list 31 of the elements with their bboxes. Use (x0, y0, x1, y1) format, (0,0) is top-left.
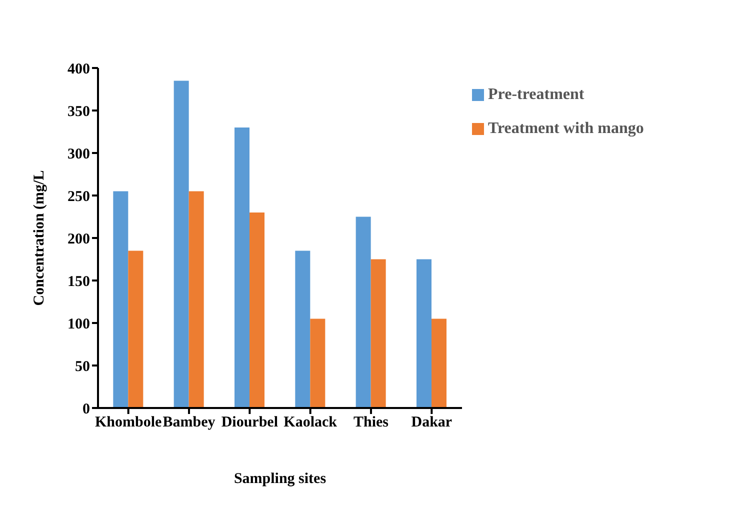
x-tick-label: Kaolack (284, 414, 338, 431)
y-tick-label: 250 (68, 188, 90, 205)
x-tick-label: Thies (353, 414, 389, 431)
y-tick-label: 50 (75, 358, 90, 375)
y-tick-label: 400 (68, 61, 90, 78)
y-tick-label: 350 (68, 104, 90, 120)
legend-label: Treatment with mango (488, 120, 644, 137)
x-tick-label: Bambey (162, 414, 216, 431)
legend-label: Pre-treatment (488, 86, 584, 103)
x-tick-label: Diourbel (221, 414, 278, 431)
y-tick-label: 200 (68, 231, 90, 248)
bar (310, 318, 326, 408)
bar (370, 259, 386, 408)
bar (188, 191, 204, 408)
bar (416, 259, 432, 408)
x-tick-label: Dakar (411, 414, 452, 431)
bar (250, 212, 264, 408)
bar (295, 250, 310, 408)
bar (113, 191, 128, 408)
y-tick-label: 300 (68, 146, 90, 162)
y-tick-label: 100 (68, 316, 90, 332)
x-axis-title: Sampling sites (234, 471, 326, 487)
x-tick-label: Khombole (94, 414, 162, 431)
y-axis-title: Concentration (mg/L (31, 170, 48, 306)
y-tick-label: 150 (68, 274, 90, 290)
bar (234, 128, 250, 408)
bar (174, 80, 189, 408)
bar (432, 318, 446, 408)
bar (128, 250, 144, 408)
y-tick-label: 0 (82, 401, 90, 418)
bar (356, 216, 371, 408)
